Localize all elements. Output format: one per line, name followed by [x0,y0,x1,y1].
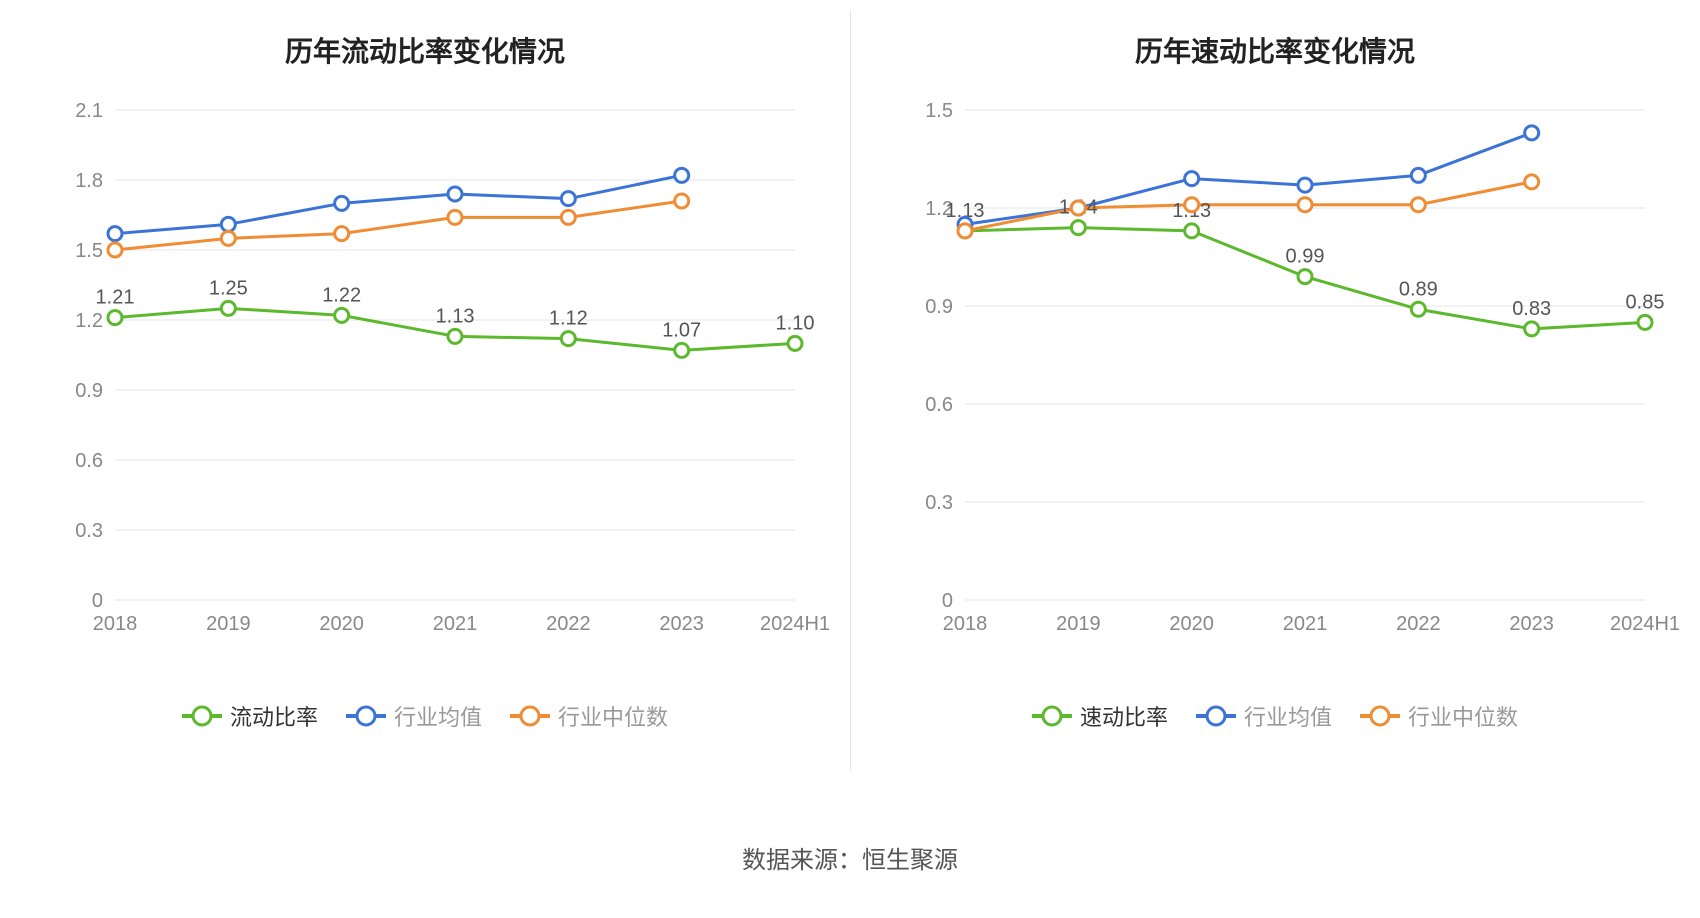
legend-label: 行业中位数 [1408,700,1518,732]
legend-marker-icon [346,704,386,728]
svg-text:0.85: 0.85 [1626,291,1665,313]
svg-text:2020: 2020 [319,613,364,635]
svg-text:1.10: 1.10 [776,312,815,334]
chart-title-quick-ratio: 历年速动比率变化情况 [1135,30,1415,70]
legend-item[interactable]: 流动比率 [182,700,318,732]
legend-label: 行业均值 [394,700,482,732]
svg-text:0.83: 0.83 [1512,298,1551,320]
svg-text:1.12: 1.12 [549,308,588,330]
legend-marker-icon [1196,704,1236,728]
legend-item[interactable]: 行业中位数 [1360,700,1518,732]
legend-marker-icon [182,704,222,728]
svg-text:2020: 2020 [1169,613,1214,635]
svg-text:1.25: 1.25 [209,277,248,299]
svg-text:2024H1: 2024H1 [760,613,830,635]
svg-text:1.13: 1.13 [436,305,475,327]
legend-label: 行业均值 [1244,700,1332,732]
svg-text:2.1: 2.1 [75,100,103,122]
legend-quick-ratio: 速动比率 行业均值 行业中位数 [1032,700,1518,732]
svg-text:2024H1: 2024H1 [1610,613,1680,635]
svg-text:0.9: 0.9 [925,296,953,318]
legend-marker-icon [510,704,550,728]
chart-panel-current-ratio: 历年流动比率变化情况 0 0.3 0.6 0.9 1.2 1.5 1.8 2.1 2018 201… [0,0,850,820]
plot-svg-current-ratio: 0 0.3 0.6 0.9 1.2 1.5 1.8 2.1 2018 2019 2020 2021 20… [35,80,815,660]
legend-item[interactable]: 行业均值 [1196,700,1332,732]
page-container: 历年流动比率变化情况 0 0.3 0.6 0.9 1.2 1.5 1.8 2.1 2018 201… [0,0,1700,918]
legend-item[interactable]: 行业中位数 [510,700,668,732]
legend-marker-icon [1360,704,1400,728]
legend-label: 速动比率 [1080,700,1168,732]
legend-label: 流动比率 [230,700,318,732]
svg-text:0.3: 0.3 [925,492,953,514]
legend-item[interactable]: 速动比率 [1032,700,1168,732]
legend-marker-icon [1032,704,1072,728]
svg-text:0.9: 0.9 [75,380,103,402]
svg-text:1.8: 1.8 [75,170,103,192]
plot-current-ratio: 0 0.3 0.6 0.9 1.2 1.5 1.8 2.1 2018 2019 2020 2021 20… [35,80,815,660]
svg-text:2018: 2018 [943,613,988,635]
svg-text:0.89: 0.89 [1399,278,1438,300]
svg-text:2019: 2019 [206,613,251,635]
svg-text:1.22: 1.22 [322,284,361,306]
svg-text:2021: 2021 [1283,613,1328,635]
chart-title-current-ratio: 历年流动比率变化情况 [285,30,565,70]
chart-panel-quick-ratio: 历年速动比率变化情况 00.30.60.91.21.52018201920202… [850,0,1700,820]
svg-text:0: 0 [942,590,953,612]
svg-text:2023: 2023 [1509,613,1554,635]
svg-text:2021: 2021 [433,613,478,635]
plot-quick-ratio: 00.30.60.91.21.5201820192020202120222023… [885,80,1665,660]
svg-text:1.2: 1.2 [75,310,103,332]
svg-text:0.6: 0.6 [75,450,103,472]
charts-row: 历年流动比率变化情况 0 0.3 0.6 0.9 1.2 1.5 1.8 2.1 2018 201… [0,0,1700,820]
svg-text:0.99: 0.99 [1286,246,1325,268]
svg-text:2023: 2023 [659,613,704,635]
svg-text:2022: 2022 [1396,613,1441,635]
svg-text:0: 0 [92,590,103,612]
svg-text:1.5: 1.5 [925,100,953,122]
svg-text:1.5: 1.5 [75,240,103,262]
data-source-label: 数据来源：恒生聚源 [0,840,1700,875]
legend-item[interactable]: 行业均值 [346,700,482,732]
svg-text:0.6: 0.6 [925,394,953,416]
legend-current-ratio: 流动比率 行业均值 行业中位数 [182,700,668,732]
plot-svg-quick-ratio: 00.30.60.91.21.5201820192020202120222023… [885,80,1665,660]
svg-text:1.07: 1.07 [662,319,701,341]
svg-text:2019: 2019 [1056,613,1101,635]
svg-text:2018: 2018 [93,613,138,635]
svg-text:1.21: 1.21 [96,287,135,309]
svg-text:0.3: 0.3 [75,520,103,542]
legend-label: 行业中位数 [558,700,668,732]
svg-text:2022: 2022 [546,613,591,635]
